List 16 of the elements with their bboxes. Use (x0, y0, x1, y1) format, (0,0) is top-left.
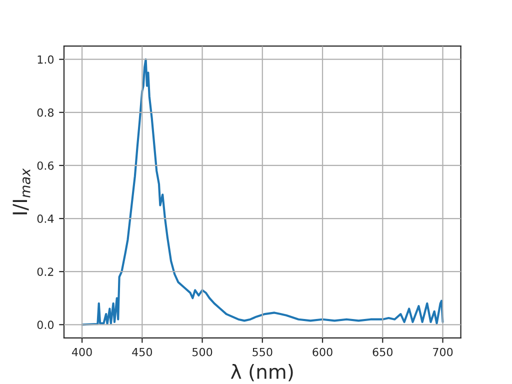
x-tick-label: 600 (312, 348, 332, 356)
y-tick-label: 0.4 (37, 214, 54, 223)
x-tick-label: 450 (132, 348, 152, 356)
y-tick-label: 0.6 (37, 161, 54, 170)
y-axis-title: I/I$_{max}$ (12, 168, 30, 214)
x-axis-title: λ (nm) (230, 364, 293, 382)
y-tick-label: 0.0 (37, 320, 54, 330)
y-tick-label: 0.2 (37, 268, 54, 276)
x-tick-label: 550 (252, 348, 272, 356)
x-tick-label: 650 (372, 348, 393, 356)
x-tick-label: 700 (433, 348, 453, 356)
x-tick-label: 500 (192, 348, 212, 356)
line-series (80, 58, 444, 326)
y-tick-label: 1.0 (38, 55, 54, 64)
y-tick-label: 0.8 (37, 108, 54, 117)
x-tick-label: 400 (72, 348, 92, 356)
